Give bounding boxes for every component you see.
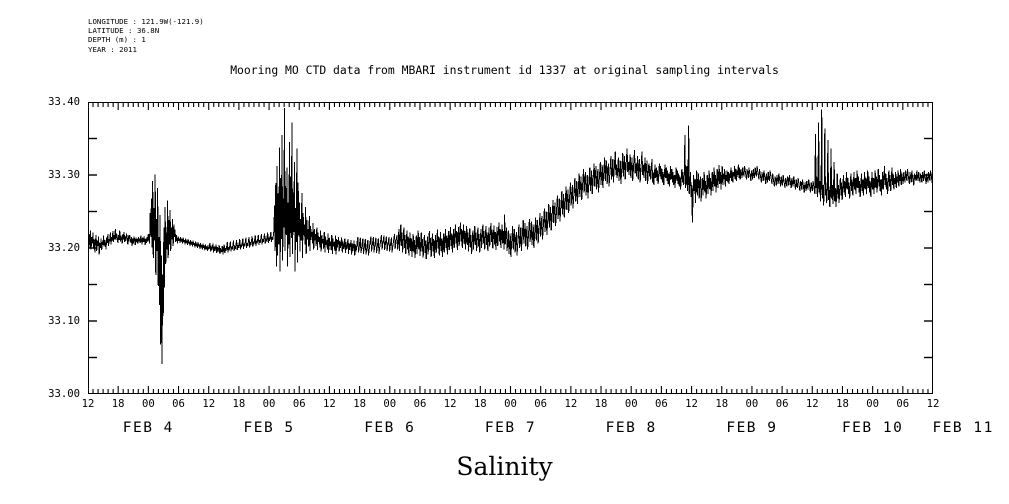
x-axis-hour-label: 18 <box>353 398 366 410</box>
x-axis-day-label: FEB 7 <box>484 420 537 436</box>
y-axis-labels: 33.40 33.30 33.20 33.10 33.00 <box>0 96 80 400</box>
x-axis-hour-label: 00 <box>624 398 638 410</box>
x-axis-hour-labels: 12 18 00 06 12 18 00 06 12 18 00 06 12 18 00 06 12 18 00 06… <box>82 398 940 414</box>
x-axis-hour-label: 06 <box>655 398 668 410</box>
plot-area <box>88 102 933 394</box>
chart-caption: Salinity <box>456 452 553 481</box>
y-axis-tick-label: 33.10 <box>48 315 80 327</box>
x-axis-hour-label: 12 <box>443 398 457 410</box>
x-axis-hour-label: 06 <box>413 398 427 410</box>
x-axis-hour-label: 18 <box>836 398 849 410</box>
chart-title: Mooring MO CTD data from MBARI instrumen… <box>230 63 779 77</box>
x-axis-hour-label: 18 <box>111 398 125 410</box>
station-metadata: LONGITUDE : 121.9W(-121.9) LATITUDE : 36… <box>88 17 204 54</box>
x-axis-hour-label: 18 <box>473 398 487 410</box>
x-axis-day-label: FEB 4 <box>122 420 174 436</box>
x-axis-hour-label: 06 <box>172 398 185 410</box>
x-axis-day-label: FEB 11 <box>932 420 994 436</box>
x-axis-day-label: FEB 6 <box>364 420 416 436</box>
x-axis-hour-label: 00 <box>504 398 517 410</box>
x-axis-hour-label: 00 <box>141 398 155 410</box>
plot-frame <box>88 102 933 394</box>
x-axis-day-label: FEB 10 <box>841 420 904 436</box>
x-axis-hour-label: 00 <box>866 398 880 410</box>
x-axis-hour-label: 12 <box>323 398 336 410</box>
x-axis-hour-label: 06 <box>534 398 548 410</box>
x-axis-day-labels: FEB 4 FEB 5 FEB 6 FEB 7 FEB 8 FEB 9 FEB 10 FEB … <box>88 420 993 440</box>
y-axis-tick-label: 33.40 <box>48 96 80 108</box>
x-axis-hour-label: 06 <box>775 398 789 410</box>
x-axis-day-label: FEB 9 <box>726 420 778 436</box>
y-axis-tick-label: 33.00 <box>48 388 80 400</box>
metadata-longitude: LONGITUDE : 121.9W(-121.9) <box>88 17 204 26</box>
y-axis-tick-label: 33.30 <box>48 169 80 181</box>
y-axis-tick-label: 33.20 <box>48 242 80 254</box>
x-axis-hour-label: 18 <box>594 398 608 410</box>
x-axis-hour-label: 12 <box>926 398 940 410</box>
x-axis-hour-label: 00 <box>262 398 276 410</box>
metadata-year: YEAR : 2011 <box>88 44 137 54</box>
x-axis-hour-label: 12 <box>81 398 95 410</box>
x-axis-hour-label: 18 <box>715 398 729 410</box>
x-axis-hour-label: 12 <box>564 398 578 410</box>
x-axis-hour-label: 12 <box>685 398 698 410</box>
metadata-depth: DEPTH (m) : 1 <box>88 35 146 45</box>
x-axis-hour-label: 06 <box>896 398 910 410</box>
x-axis-hour-label: 00 <box>745 398 759 410</box>
x-axis-hour-label: 00 <box>383 398 397 410</box>
x-axis-hour-label: 12 <box>805 398 819 410</box>
x-axis-hour-label: 18 <box>232 398 246 410</box>
x-axis-hour-label: 06 <box>292 398 306 410</box>
x-axis-hour-label: 12 <box>202 398 216 410</box>
metadata-latitude: LATITUDE : 36.8N <box>88 26 160 36</box>
x-axis-day-label: FEB 8 <box>605 420 657 436</box>
x-axis-day-label: FEB 5 <box>243 420 295 436</box>
